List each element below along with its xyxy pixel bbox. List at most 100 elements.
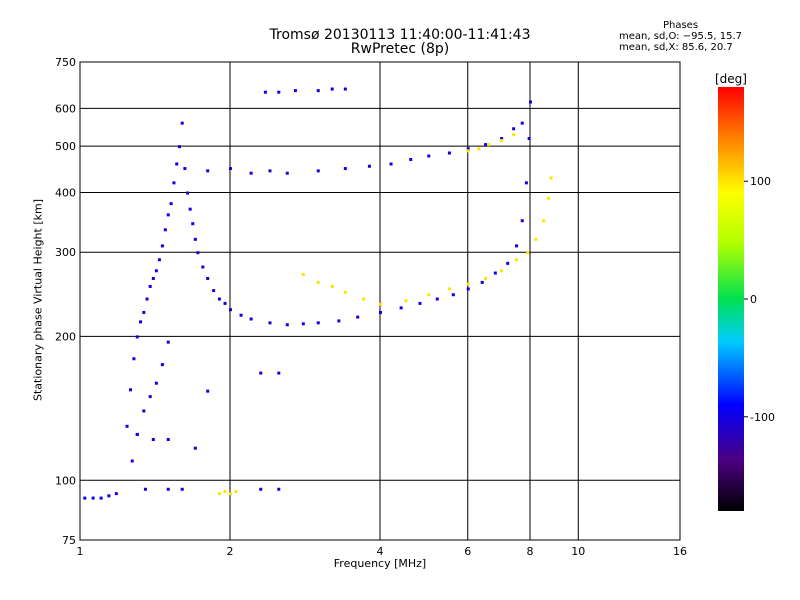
data-point (217, 297, 221, 301)
data-point (263, 90, 267, 94)
data-point (477, 147, 481, 151)
data-point (435, 297, 439, 301)
data-point (330, 284, 334, 288)
colorbar-tick-label: 100 (750, 175, 771, 188)
data-point (143, 487, 147, 491)
stats-line-o: mean, sd,O: −95.5, 15.7 (619, 31, 742, 42)
data-point (547, 196, 551, 200)
data-point (142, 409, 146, 413)
data-point (301, 322, 305, 326)
colorbar-ticks: 100 0 -100 (744, 175, 775, 424)
data-point (367, 164, 371, 168)
data-point (277, 487, 281, 491)
data-point (166, 437, 170, 441)
data-point (343, 167, 347, 171)
data-point (466, 147, 470, 151)
data-point (191, 222, 195, 226)
data-point (180, 487, 184, 491)
data-point (520, 121, 524, 125)
data-point (172, 181, 176, 185)
phase-statistics: Phases mean, sd,O: −95.5, 15.7 mean, sd,… (619, 20, 742, 53)
data-point (293, 89, 297, 93)
data-point (493, 271, 497, 275)
data-point (129, 388, 133, 392)
chart-title: Tromsø 20130113 11:40:00-11:41:43 (269, 27, 531, 43)
data-point (549, 176, 553, 180)
x-ticks: 1 2 4 6 8 10 16 (77, 545, 688, 558)
data-point (316, 280, 320, 284)
y-tick-label: 300 (55, 246, 76, 259)
data-point (148, 395, 152, 399)
data-point (249, 317, 253, 321)
chart-subtitle: RwPretec (8p) (350, 41, 450, 57)
data-point (389, 162, 393, 166)
data-point (466, 287, 470, 291)
data-point (259, 371, 263, 375)
data-point (217, 492, 221, 496)
data-point (91, 496, 95, 500)
data-point (114, 492, 118, 496)
data-point (500, 139, 504, 143)
colorbar-title: [deg] (715, 72, 747, 86)
data-point (259, 487, 263, 491)
data-point (154, 381, 158, 385)
data-point (160, 244, 164, 248)
data-point (484, 276, 488, 280)
data-point (534, 237, 538, 241)
data-point (135, 335, 139, 339)
data-point (206, 389, 210, 393)
data-point (301, 273, 305, 277)
data-point (132, 357, 136, 361)
data-point (526, 251, 530, 255)
data-point (201, 265, 205, 269)
y-tick-label: 750 (55, 56, 76, 69)
data-point (506, 261, 510, 265)
data-point (193, 237, 197, 241)
data-point (180, 121, 184, 125)
data-point (404, 299, 408, 303)
data-point (277, 371, 281, 375)
data-point (520, 219, 524, 223)
data-point (515, 244, 519, 248)
x-tick-label: 4 (377, 545, 384, 558)
data-point (500, 269, 504, 273)
y-ticks: 75 100 200 300 400 500 600 750 (55, 56, 76, 547)
data-point (148, 284, 152, 288)
x-tick-label: 10 (571, 545, 585, 558)
data-point (169, 202, 173, 206)
grid (80, 62, 680, 540)
stats-heading: Phases (662, 20, 699, 31)
data-point (186, 191, 190, 195)
data-point (527, 137, 531, 141)
data-point (212, 289, 216, 293)
data-point (418, 301, 422, 305)
data-point (356, 315, 360, 319)
data-point (83, 496, 87, 500)
data-point (206, 276, 210, 280)
data-point (512, 127, 516, 131)
data-point (188, 207, 192, 211)
data-point (316, 321, 320, 325)
data-point (157, 258, 161, 262)
data-point (285, 171, 289, 175)
data-point (142, 310, 146, 314)
colorbar (718, 87, 744, 511)
scatter-points (83, 87, 553, 500)
x-tick-label: 8 (527, 545, 534, 558)
data-point (175, 162, 179, 166)
data-point (223, 301, 227, 305)
y-tick-label: 600 (55, 102, 76, 115)
x-tick-label: 16 (673, 545, 687, 558)
data-point (379, 310, 382, 314)
data-point (163, 228, 167, 232)
data-point (135, 432, 139, 436)
data-point (268, 169, 272, 173)
data-point (277, 90, 281, 94)
data-point (524, 181, 528, 185)
data-point (480, 280, 484, 284)
data-point (466, 282, 470, 286)
data-point (130, 459, 134, 463)
data-point (229, 492, 232, 496)
data-point (177, 145, 181, 149)
